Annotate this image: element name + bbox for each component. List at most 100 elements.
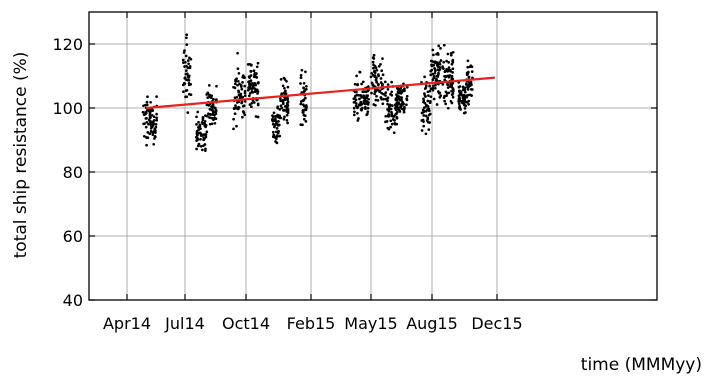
data-point-22 <box>144 125 148 129</box>
data-point-343 <box>247 80 250 84</box>
data-point-514 <box>300 68 304 72</box>
data-point-747 <box>393 119 396 122</box>
data-point-848 <box>426 120 430 124</box>
data-point-122 <box>187 62 190 66</box>
data-point-488 <box>304 70 307 74</box>
data-point-511 <box>301 99 305 102</box>
data-point-430 <box>285 118 289 122</box>
data-point-1090 <box>470 70 474 73</box>
data-point-300 <box>234 78 237 82</box>
data-point-362 <box>252 69 256 73</box>
data-point-731 <box>386 83 390 86</box>
data-point-221 <box>211 102 215 106</box>
data-point-149 <box>203 143 207 146</box>
data-point-844 <box>426 90 430 94</box>
data-point-69 <box>155 116 159 120</box>
data-point-174 <box>201 148 204 152</box>
data-point-466 <box>285 113 289 117</box>
data-point-290 <box>240 87 244 91</box>
data-point-828 <box>427 113 431 117</box>
data-point-526 <box>305 84 308 88</box>
data-point-677 <box>377 64 381 68</box>
data-point-849 <box>424 84 428 88</box>
data-point-728 <box>390 113 393 116</box>
data-point-397 <box>275 127 279 130</box>
data-point-659 <box>375 68 379 72</box>
data-point-785 <box>400 107 404 111</box>
data-point-369 <box>252 75 256 79</box>
data-point-611 <box>356 105 360 109</box>
data-point-284 <box>243 84 247 88</box>
data-point-363 <box>255 76 259 79</box>
data-point-914 <box>435 74 439 78</box>
data-point-741 <box>395 112 398 115</box>
data-point-370 <box>251 91 255 94</box>
data-point-810 <box>427 94 430 97</box>
data-point-985 <box>445 59 448 63</box>
data-point-164 <box>201 118 205 122</box>
data-point-999 <box>449 68 452 72</box>
data-point-1041 <box>463 107 467 110</box>
data-point-749 <box>386 126 390 130</box>
data-point-819 <box>422 114 426 117</box>
data-point-903 <box>436 90 440 93</box>
data-point-927 <box>430 64 434 68</box>
data-point-468 <box>279 97 282 100</box>
data-point-936 <box>443 99 446 103</box>
data-point-463 <box>283 98 286 102</box>
data-point-1096 <box>467 102 470 106</box>
data-point-632 <box>380 91 384 95</box>
data-point-740 <box>395 122 399 126</box>
data-point-71 <box>153 134 157 138</box>
data-point-1046 <box>458 89 461 93</box>
data-point-456 <box>282 117 286 121</box>
data-point-972 <box>447 66 451 69</box>
data-point-589 <box>354 94 357 98</box>
x-tick-label-0: Apr14 <box>103 314 151 333</box>
data-point-1079 <box>466 88 470 91</box>
data-point-72 <box>149 126 153 130</box>
data-point-77 <box>148 132 152 136</box>
data-point-851 <box>422 124 426 128</box>
data-point-890 <box>431 86 435 90</box>
data-point-1053 <box>461 88 465 92</box>
data-point-951 <box>447 61 451 64</box>
data-point-929 <box>435 63 439 67</box>
data-point-636 <box>372 103 376 106</box>
data-point-975 <box>442 43 446 47</box>
data-point-317 <box>246 63 250 66</box>
data-point-1078 <box>466 65 470 69</box>
data-point-43 <box>154 123 158 126</box>
data-point-86 <box>184 54 188 58</box>
data-point-977 <box>447 91 451 95</box>
data-point-1051 <box>462 95 465 99</box>
data-point-132 <box>203 119 207 123</box>
data-point-806 <box>398 90 402 94</box>
data-point-32 <box>142 134 146 138</box>
data-point-572 <box>353 100 357 104</box>
data-point-609 <box>365 113 369 117</box>
data-point-226 <box>205 114 209 118</box>
data-point-575 <box>353 82 357 86</box>
data-point-571 <box>361 106 364 110</box>
data-point-650 <box>382 97 385 101</box>
data-point-100 <box>186 111 190 114</box>
data-point-660 <box>369 75 373 79</box>
data-point-704 <box>387 114 391 118</box>
data-point-445 <box>284 89 287 93</box>
data-point-774 <box>402 110 406 114</box>
data-point-243 <box>241 115 244 119</box>
data-point-1038 <box>460 93 463 97</box>
data-point-285 <box>235 124 238 128</box>
data-point-376 <box>254 89 258 92</box>
data-point-607 <box>365 99 368 103</box>
data-point-527 <box>301 103 305 107</box>
data-point-665 <box>380 69 384 73</box>
data-point-670 <box>379 81 383 84</box>
data-point-119 <box>181 58 185 62</box>
data-point-687 <box>392 131 396 135</box>
data-point-674 <box>375 81 379 84</box>
data-point-950 <box>443 78 447 82</box>
data-point-982 <box>441 83 445 86</box>
